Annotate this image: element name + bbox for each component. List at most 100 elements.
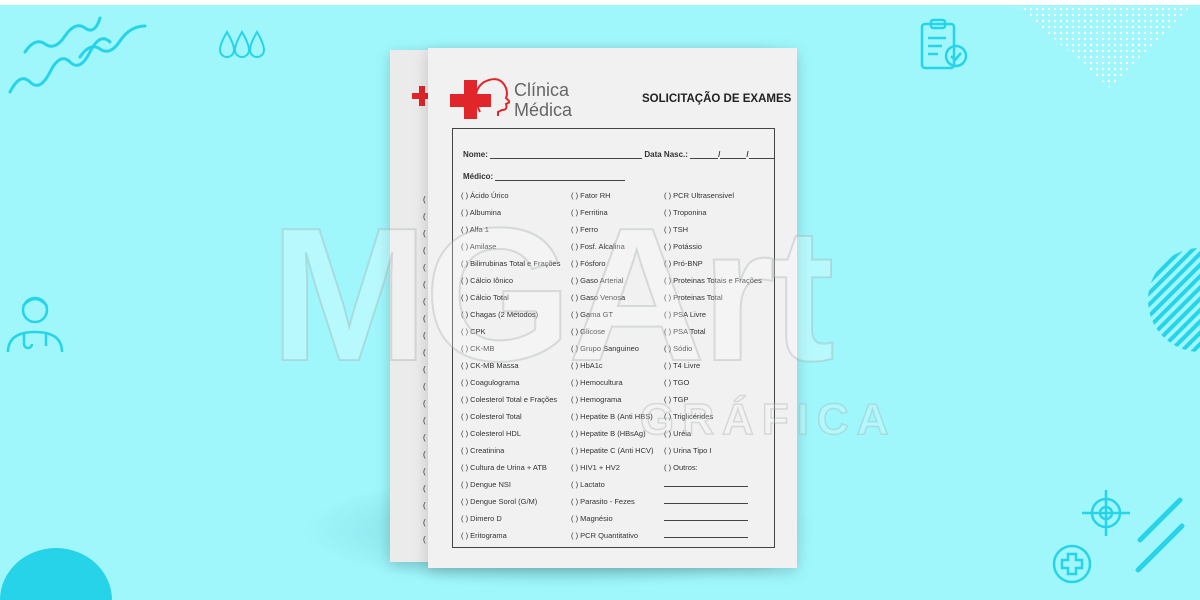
- exam-request-form: Clínica Médica SOLICITAÇÃO DE EXAMES Nome…: [428, 48, 797, 568]
- diagonal-lines-icon: [1135, 497, 1185, 573]
- exam-checkbox[interactable]: ( ) PSA Total: [664, 327, 706, 336]
- back-sheet-checkbox: (: [423, 348, 426, 357]
- exam-checkbox[interactable]: ( ) Ferritina: [571, 208, 608, 217]
- exam-checkbox[interactable]: ( ) Coagulograma: [461, 378, 520, 387]
- exam-checkbox[interactable]: ( ) Fosf. Alcalina: [571, 242, 625, 251]
- exam-checkbox[interactable]: ( ) Albumina: [461, 208, 502, 217]
- back-sheet-checkbox: (: [423, 433, 426, 442]
- exam-checkbox[interactable]: ( ) Dimero D: [461, 514, 502, 523]
- exam-checkbox[interactable]: ( ) TGP: [664, 395, 689, 404]
- exam-checkbox[interactable]: ( ) HbA1c: [571, 361, 603, 370]
- exam-checkbox[interactable]: ( ) Proteinas Total: [664, 293, 723, 302]
- exam-checkbox[interactable]: ( ) Parasito - Fezes: [571, 497, 635, 506]
- other-exam-line[interactable]: [664, 503, 748, 504]
- exam-checkbox[interactable]: ( ) Potássio: [664, 242, 702, 251]
- exam-checkbox[interactable]: ( ) PSA Livre: [664, 310, 707, 319]
- name-field[interactable]: [490, 158, 643, 159]
- exam-checkbox[interactable]: ( ) Cálcio Iônico: [461, 276, 514, 285]
- clinic-logo-icon: [450, 78, 510, 119]
- form-title: SOLICITAÇÃO DE EXAMES: [642, 93, 792, 105]
- back-sheet-checkbox: (: [423, 535, 426, 544]
- exam-checkbox[interactable]: ( ) Urina Tipo I: [664, 446, 712, 455]
- exam-checkbox[interactable]: ( ) CPK: [461, 327, 486, 336]
- exam-checkbox[interactable]: ( ) Eritograma: [461, 531, 507, 540]
- back-sheet-checkbox: (: [423, 416, 426, 425]
- back-sheet-checkbox: (: [423, 195, 426, 204]
- exam-checkbox[interactable]: ( ) Gaso Arterial: [571, 276, 624, 285]
- brand-line1: Clínica: [514, 80, 570, 100]
- exam-checkbox[interactable]: ( ) Creatinina: [461, 446, 505, 455]
- back-sheet-checkbox: (: [423, 229, 426, 238]
- exam-checkbox[interactable]: ( ) Hemocultura: [571, 378, 623, 387]
- exam-checkbox[interactable]: ( ) Proteinas Totais e Frações: [664, 276, 762, 285]
- exam-checkbox[interactable]: ( ) Hepatite B (HBsAg): [571, 429, 646, 438]
- exam-checkbox[interactable]: ( ) Fósforo: [571, 259, 606, 268]
- other-exam-line[interactable]: [664, 520, 748, 521]
- exam-checkbox[interactable]: ( ) Triglicérides: [664, 412, 714, 421]
- other-exam-line[interactable]: [664, 486, 748, 487]
- top-border: [0, 0, 1200, 5]
- exam-checkbox[interactable]: ( ) Magnésio: [571, 514, 613, 523]
- exam-checkbox[interactable]: ( ) HIV1 + HV2: [571, 463, 620, 472]
- back-sheet-checkbox: (: [423, 365, 426, 374]
- doctor-field[interactable]: [495, 180, 626, 181]
- exam-checkbox[interactable]: ( ) Cultura de Urina + ATB: [461, 463, 547, 472]
- back-sheet-checkbox: (: [423, 501, 426, 510]
- exam-checkbox[interactable]: ( ) T4 Livre: [664, 361, 701, 370]
- exam-checkbox[interactable]: ( ) Colesterol HDL: [461, 429, 522, 438]
- exam-checkbox[interactable]: ( ) Dengue Sorol (G/M): [461, 497, 538, 506]
- exam-checkbox[interactable]: ( ) Colesterol Total: [461, 412, 522, 421]
- back-sheet-checkbox: (: [423, 263, 426, 272]
- exam-checkbox[interactable]: ( ) Pró-BNP: [664, 259, 703, 268]
- name-label: Nome:: [463, 150, 488, 159]
- form-box: Nome: Data Nasc.: / / Médico: ( ) Ácido Ú…: [452, 128, 775, 548]
- back-sheet-checkbox: (: [423, 399, 426, 408]
- exam-checkbox[interactable]: ( ) Ferro: [571, 225, 599, 234]
- exam-checkbox[interactable]: ( ) Lactato: [571, 480, 605, 489]
- watermark-logo: MGArt: [269, 189, 835, 401]
- clinic-name: Clínica Médica: [514, 80, 572, 120]
- drops-icon: [218, 30, 266, 58]
- birth-year-field[interactable]: [748, 158, 775, 159]
- exam-checkbox[interactable]: ( ) Alfa 1: [461, 225, 489, 234]
- exam-checkbox[interactable]: ( ) Fator RH: [571, 191, 611, 200]
- back-sheet-checkbox: (: [423, 467, 426, 476]
- back-sheet-checkbox: (: [423, 212, 426, 221]
- other-exam-line[interactable]: [664, 537, 748, 538]
- medical-cross-icon: [1052, 544, 1092, 584]
- back-sheet-checkbox: (: [423, 382, 426, 391]
- exam-checkbox[interactable]: ( ) CK-MB Massa: [461, 361, 519, 370]
- exam-checkbox[interactable]: ( ) Chagas (2 Métodos): [461, 310, 539, 319]
- exam-checkbox[interactable]: ( ) Ácido Úrico: [461, 191, 509, 200]
- half-circle-shape: [0, 548, 112, 600]
- exam-checkbox[interactable]: ( ) Bilirrubinas Total e Frações: [461, 259, 561, 268]
- exam-checkbox[interactable]: ( ) Gaso Venosa: [571, 293, 626, 302]
- exam-checkbox[interactable]: ( ) Uréia: [664, 429, 692, 438]
- exam-checkbox[interactable]: ( ) Troponina: [664, 208, 707, 217]
- exam-checkbox[interactable]: ( ) Cálcio Total: [461, 293, 509, 302]
- exam-checkbox[interactable]: ( ) Glicose: [571, 327, 606, 336]
- exam-checkbox[interactable]: ( ) PCR Ultrasensivel: [664, 191, 735, 200]
- birth-month-field[interactable]: [720, 158, 747, 159]
- back-sheet-checkbox: (: [423, 246, 426, 255]
- exam-checkbox[interactable]: ( ) Colesterol Total e Frações: [461, 395, 558, 404]
- exam-checkbox[interactable]: ( ) Hepatite C (Anti HCV): [571, 446, 654, 455]
- watermark-sub: GRÁFICA: [639, 394, 897, 445]
- exam-checkbox[interactable]: ( ) Dengue NSI: [461, 480, 512, 489]
- exam-checkbox[interactable]: ( ) Hemograma: [571, 395, 622, 404]
- exam-checkbox[interactable]: ( ) Grupo Sanguineo: [571, 344, 639, 353]
- birth-day-field[interactable]: [690, 158, 719, 159]
- exam-checkbox[interactable]: ( ) CK-MB: [461, 344, 495, 353]
- exam-checkbox[interactable]: ( ) Hepatite B (Anti HBS): [571, 412, 653, 421]
- exam-checkbox[interactable]: ( ) Outros:: [664, 463, 698, 472]
- exam-checkbox[interactable]: ( ) TSH: [664, 225, 689, 234]
- exam-checkbox[interactable]: ( ) TGO: [664, 378, 690, 387]
- exam-checkbox[interactable]: ( ) Sódio: [664, 344, 693, 353]
- triangle-dots-icon: [1010, 0, 1200, 88]
- back-sheet-checkbox: (: [423, 331, 426, 340]
- exam-checkbox[interactable]: ( ) PCR Quantitativo: [571, 531, 639, 540]
- exam-checkbox[interactable]: ( ) Gama GT: [571, 310, 614, 319]
- exam-checkbox[interactable]: ( ) Amilase: [461, 242, 497, 251]
- cross-logo-icon: [412, 86, 432, 106]
- back-sheet-checkbox: (: [423, 297, 426, 306]
